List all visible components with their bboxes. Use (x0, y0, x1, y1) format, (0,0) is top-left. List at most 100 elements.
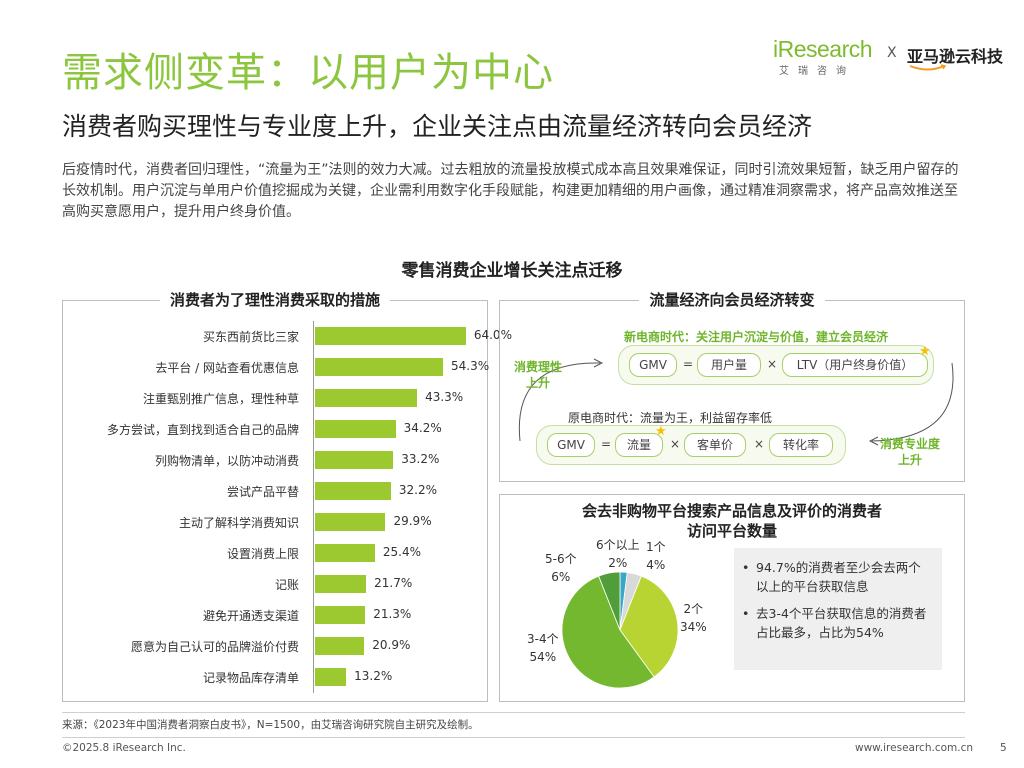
old-times-sign-2: × (754, 437, 765, 451)
rational-consumption-title: 消费者为了理性消费采取的措施 (159, 291, 390, 309)
iresearch-logo-cn: 艾瑞咨询 (779, 66, 855, 77)
bar-value-label: 34.2% (403, 421, 442, 435)
rational-consumption-panel: 消费者为了理性消费采取的措施 买东西前货比三家 64.0% 去平台 / 网站查看优惠… (62, 291, 512, 702)
new-eq-sign: = (683, 357, 694, 371)
bullet-icon: • (742, 606, 750, 621)
bar (315, 668, 347, 686)
bar-category-label: 去平台 / 网站查看优惠信息 (155, 361, 299, 375)
insight-notes: • 94.7%的消费者至少会去两个以上的平台获取信息 • 去3-4个平台获取信息… (734, 548, 942, 670)
bar-value-label: 43.3% (425, 390, 464, 404)
new-gmv-pill: GMV (629, 353, 677, 377)
bar-category-label: 记录物品库存清单 (202, 671, 299, 685)
bar-category-label: 尝试产品平替 (226, 485, 299, 499)
pie-chart (561, 571, 679, 689)
bar-category-label: 买东西前货比三家 (202, 330, 299, 344)
bar-row: 多方尝试，直到找到适合自己的品牌 34.2% (63, 418, 489, 440)
new-formula-box: GMV = 用户量 × LTV（用户终身价值） ★ (618, 344, 934, 385)
old-traffic-pill: 流量 (615, 433, 663, 457)
bar-value-label: 64.0% (473, 328, 512, 342)
bar-category-label: 多方尝试，直到找到适合自己的品牌 (106, 423, 299, 437)
bar (315, 575, 367, 593)
bar (315, 513, 386, 531)
bar-category-label: 列购物清单，以防冲动消费 (154, 454, 299, 468)
old-eq-sign: = (601, 437, 612, 451)
bar-axis (313, 321, 314, 693)
partner-smile-icon (909, 64, 947, 71)
intro-paragraph: 后疫情时代，消费者回归理性，“流量为王”法则的效力大减。过去粗放的流量投放模式成… (62, 162, 959, 220)
bar-row: 记账 21.7% (63, 573, 489, 595)
bar (315, 358, 443, 376)
old-times-sign-1: × (670, 437, 681, 451)
pie-slice-label: 3-4个 54% (527, 632, 559, 664)
bar-value-label: 25.4% (382, 545, 421, 559)
new-ltv-pill: LTV（用户终身价值） (782, 353, 928, 377)
pie-slice-label: 6个以上 2% (596, 538, 640, 570)
iresearch-logo-text: iResearch (773, 36, 873, 62)
insight-note-1: • 94.7%的消费者至少会去两个以上的平台获取信息 (742, 560, 921, 594)
bar-category-label: 设置消费上限 (226, 547, 299, 561)
bar-row: 注重甄别推广信息，理性种草 43.3% (63, 387, 489, 409)
bar-category-label: 注重甄别推广信息，理性种草 (142, 392, 299, 406)
logo-separator: X (887, 45, 897, 61)
bar (315, 327, 466, 345)
old-gmv-pill: GMV (547, 433, 595, 457)
bar-row: 列购物清单，以防冲动消费 33.2% (63, 449, 489, 471)
star-icon-2: ★ (655, 424, 667, 439)
old-formula-box: GMV = 流量 ★ × 客单价 × 转化率 (536, 424, 846, 465)
bar-category-label: 愿意为自己认可的品牌溢价付费 (130, 640, 299, 654)
bar (315, 637, 365, 655)
new-users-pill: 用户量 (697, 353, 761, 377)
bar (315, 451, 394, 469)
bar-value-label: 21.3% (373, 607, 412, 621)
old-conversion-pill: 转化率 (769, 433, 833, 457)
pie-slice-label: 5-6个 6% (545, 552, 577, 584)
old-era-caption: 原电商时代：流量为王，利益留存率低 (568, 411, 773, 425)
star-icon: ★ (919, 344, 931, 359)
bullet-icon: • (742, 560, 750, 575)
copyright: ©2025.8 iResearch Inc. (62, 742, 186, 754)
bar (315, 389, 418, 407)
bar-value-label: 13.2% (354, 669, 393, 683)
left-tag: 消费理性 上升 (514, 360, 563, 390)
bar-category-label: 避免开通透支渠道 (202, 609, 299, 623)
iresearch-logo: iResearch 艾瑞咨询 (773, 36, 885, 86)
bar-row: 设置消费上限 25.4% (63, 542, 489, 564)
bar-row: 主动了解科学消费知识 29.9% (63, 511, 489, 533)
pie-slice (619, 575, 679, 678)
bar-row: 尝试产品平替 32.2% (63, 480, 489, 502)
bar-category-label: 记账 (274, 578, 299, 592)
pie-slice-label: 1个 4% (646, 540, 666, 572)
page-subtitle: 消费者购买理性与专业度上升，企业关注点由流量经济转向会员经济 (62, 112, 813, 141)
bar-row: 记录物品库存清单 13.2% (63, 666, 489, 688)
right-tag: 消费专业度 上升 (880, 437, 941, 467)
bar (315, 482, 391, 500)
bar-row: 愿意为自己认可的品牌溢价付费 20.9% (63, 635, 489, 657)
platform-count-panel: 会去非购物平台搜索产品信息及评价的消费者 访问平台数量 (499, 494, 965, 702)
bar-row: 避免开通透支渠道 21.3% (63, 604, 489, 626)
economy-shift-panel: 流量经济向会员经济转变 新电商时代：关注用户沉淀与价值，建立会员经济 GMV =… (499, 291, 965, 482)
bar (315, 420, 396, 438)
new-times-sign: × (767, 357, 778, 371)
bar-value-label: 54.3% (450, 359, 490, 373)
bar-category-label: 主动了解科学消费知识 (178, 516, 299, 530)
platform-count-title: 会去非购物平台搜索产品信息及评价的消费者 访问平台数量 (581, 502, 882, 540)
website-link[interactable]: www.iresearch.com.cn (855, 742, 974, 754)
page-number: 5 (1000, 742, 1007, 754)
bar-value-label: 20.9% (372, 638, 411, 652)
section-heading: 零售消费企业增长关注点迁移 (401, 261, 623, 281)
pie-slice (561, 575, 655, 689)
bar-value-label: 33.2% (401, 452, 440, 466)
footer-divider-2 (62, 737, 965, 738)
bar-value-label: 21.7% (374, 576, 413, 590)
bar (315, 544, 375, 562)
footer-divider (62, 712, 965, 713)
old-aov-pill: 客单价 (684, 433, 746, 457)
pie-slice (598, 571, 621, 631)
cycle-arrows (518, 358, 954, 446)
economy-shift-title: 流量经济向会员经济转变 (639, 291, 825, 309)
bar-row: 去平台 / 网站查看优惠信息 54.3% (63, 356, 489, 378)
bar (315, 606, 366, 624)
bar-row: 买东西前货比三家 64.0% (63, 325, 512, 347)
page-title: 需求侧变革：以用户为中心 (62, 50, 554, 96)
pie-slice-label: 2个 34% (680, 602, 707, 634)
